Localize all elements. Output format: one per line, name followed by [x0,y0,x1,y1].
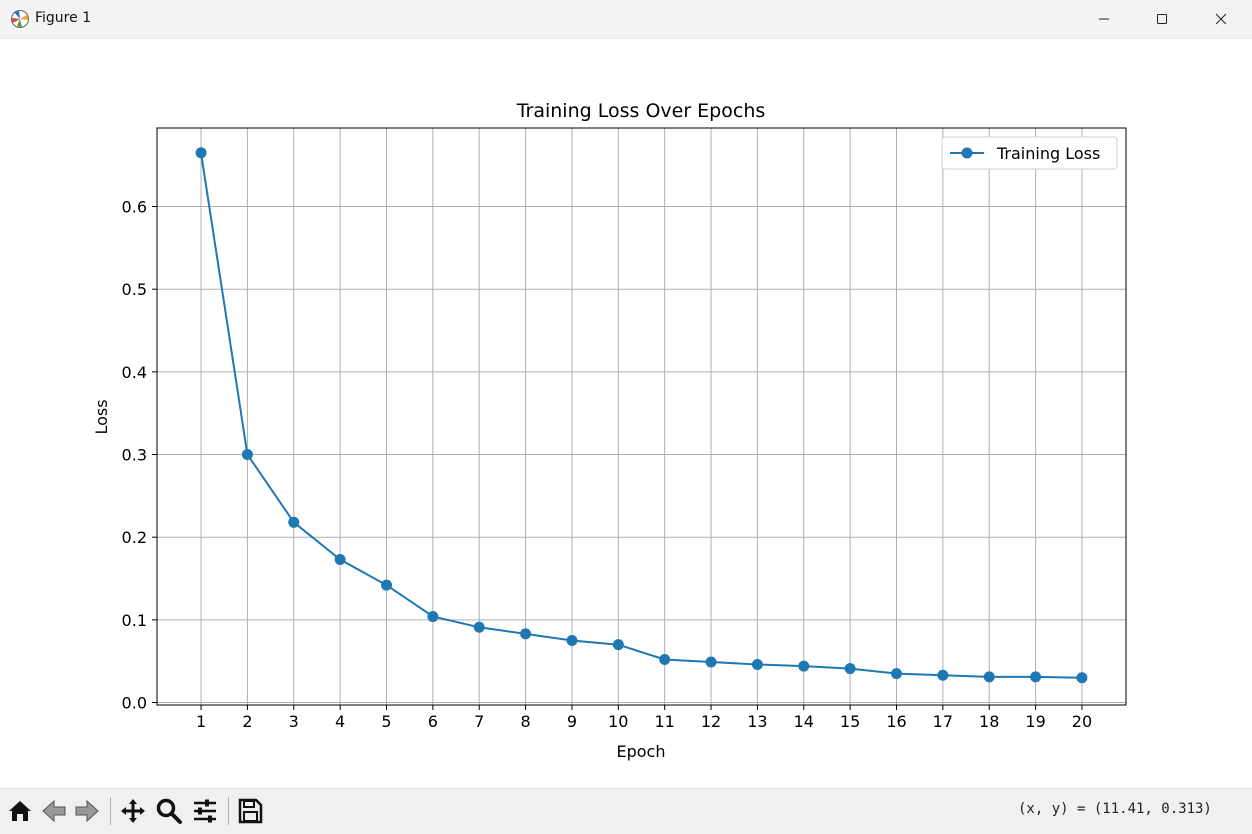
data-point [844,663,856,675]
save-icon [238,798,263,824]
x-tick-label: 6 [428,712,438,731]
navigation-toolbar: (x, y) = (11.41, 0.313) [0,788,1252,834]
legend-box [941,136,1118,170]
line-chart: 1 2 3 4 5 6 7 8 9 10 11 12 13 14 15 16 17 18 19 20 0.00.10.… [92,100,1127,761]
maximize-icon [1157,14,1167,24]
x-tick-label: 18 [979,712,999,731]
configure-subplots-button[interactable] [189,795,221,827]
y-tick-label: 0.0 [122,694,147,713]
axes-frame [156,127,1127,706]
data-point [288,516,300,528]
x-tick-label: 17 [933,712,953,731]
x-tick-label: 3 [289,712,299,731]
data-point [751,658,763,670]
x-axis-label: Epoch [617,742,666,761]
x-tick-label: 1 [196,712,206,731]
zoom-icon [156,798,182,824]
x-tick-label: 2 [242,712,252,731]
data-point [473,621,485,633]
pan-icon [121,799,145,823]
x-tick-label: 8 [520,712,530,731]
y-tick-label: 0.2 [122,528,147,547]
x-tick-label: 14 [794,712,814,731]
close-icon [1215,13,1227,25]
data-point [612,639,624,651]
x-tick-label: 19 [1025,712,1045,731]
minimize-button[interactable] [1075,0,1133,38]
x-tick-label: 15 [840,712,860,731]
maximize-button[interactable] [1133,0,1191,38]
toolbar-separator [110,797,111,825]
x-tick-label: 16 [886,712,906,731]
data-point [937,669,949,681]
minimize-icon [1099,18,1109,20]
data-point [241,449,253,461]
data-point [1030,671,1042,683]
forward-icon [75,799,99,823]
y-tick-label: 0.4 [122,363,147,382]
save-button[interactable] [234,795,266,827]
forward-button[interactable] [71,795,103,827]
close-button[interactable] [1192,0,1250,38]
y-tick-label: 0.6 [122,198,147,217]
x-axis-ticks: 1 2 3 4 5 6 7 8 9 10 11 12 13 14 15 16 17 18 19 20 [196,705,1092,731]
configure-subplots-icon [194,799,216,823]
data-point [520,628,532,640]
data-point [983,671,995,683]
x-tick-label: 9 [567,712,577,731]
cursor-coordinates: (x, y) = (11.41, 0.313) [1018,801,1212,817]
y-tick-label: 0.3 [122,446,147,465]
matplotlib-app-icon [11,10,29,28]
data-point [427,611,439,623]
legend-marker [961,147,973,159]
back-icon [42,799,66,823]
series-training-loss [195,147,1088,684]
data-point [334,554,346,566]
back-button[interactable] [38,795,70,827]
data-point [659,654,671,666]
y-tick-label: 0.1 [122,611,147,630]
x-tick-label: 10 [608,712,628,731]
pan-button[interactable] [117,795,149,827]
data-point [195,147,207,159]
y-axis-ticks: 0.0 0.1 0.2 0.3 0.4 0.5 0.6 [122,198,157,713]
x-tick-label: 12 [701,712,721,731]
x-tick-label: 5 [381,712,391,731]
y-axis-label: Loss [92,399,111,434]
x-tick-label: 11 [655,712,675,731]
series-line [200,152,1083,679]
grid-lines [157,128,1126,705]
data-point [891,668,902,680]
x-tick-label: 7 [474,712,484,731]
chart-title: Training Loss Over Epochs [516,100,766,122]
zoom-button[interactable] [153,795,185,827]
toolbar-separator [228,797,229,825]
x-tick-label: 4 [335,712,345,731]
data-point [798,660,810,672]
x-tick-label: 13 [747,712,767,731]
data-point [705,656,717,668]
x-tick-label: 20 [1072,712,1092,731]
y-tick-label: 0.5 [122,280,147,299]
data-point [1076,672,1088,684]
home-icon [9,801,31,821]
legend: Training Loss [941,136,1118,170]
data-point [381,579,392,591]
window-titlebar: Figure 1 [0,0,1252,39]
legend-label: Training Loss [996,144,1100,163]
data-point [566,635,578,647]
home-button[interactable] [4,795,36,827]
window-title: Figure 1 [35,10,92,26]
